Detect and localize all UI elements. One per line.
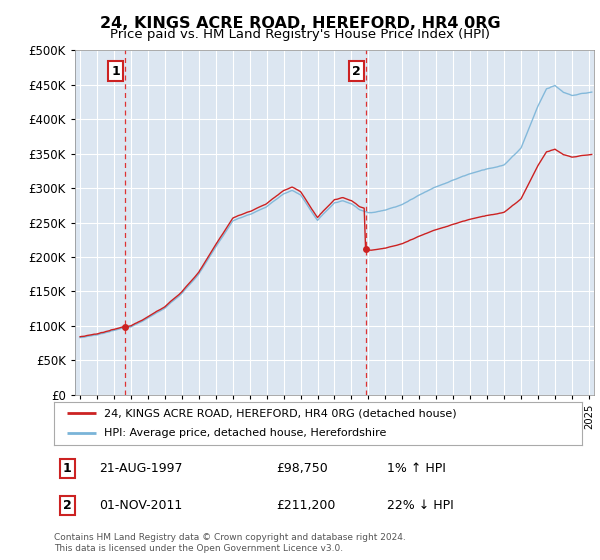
Text: 1: 1 [111, 64, 120, 78]
Text: Price paid vs. HM Land Registry's House Price Index (HPI): Price paid vs. HM Land Registry's House … [110, 28, 490, 41]
Text: 21-AUG-1997: 21-AUG-1997 [99, 462, 182, 475]
Text: HPI: Average price, detached house, Herefordshire: HPI: Average price, detached house, Here… [104, 428, 386, 438]
Text: 24, KINGS ACRE ROAD, HEREFORD, HR4 0RG (detached house): 24, KINGS ACRE ROAD, HEREFORD, HR4 0RG (… [104, 408, 457, 418]
Text: 2: 2 [63, 499, 71, 512]
Text: 22% ↓ HPI: 22% ↓ HPI [386, 499, 454, 512]
Text: 01-NOV-2011: 01-NOV-2011 [99, 499, 182, 512]
Text: Contains HM Land Registry data © Crown copyright and database right 2024.
This d: Contains HM Land Registry data © Crown c… [54, 533, 406, 553]
Text: £98,750: £98,750 [276, 462, 328, 475]
Text: 1% ↑ HPI: 1% ↑ HPI [386, 462, 446, 475]
Text: 2: 2 [352, 64, 361, 78]
Text: 1: 1 [63, 462, 71, 475]
Text: £211,200: £211,200 [276, 499, 335, 512]
Text: 24, KINGS ACRE ROAD, HEREFORD, HR4 0RG: 24, KINGS ACRE ROAD, HEREFORD, HR4 0RG [100, 16, 500, 31]
